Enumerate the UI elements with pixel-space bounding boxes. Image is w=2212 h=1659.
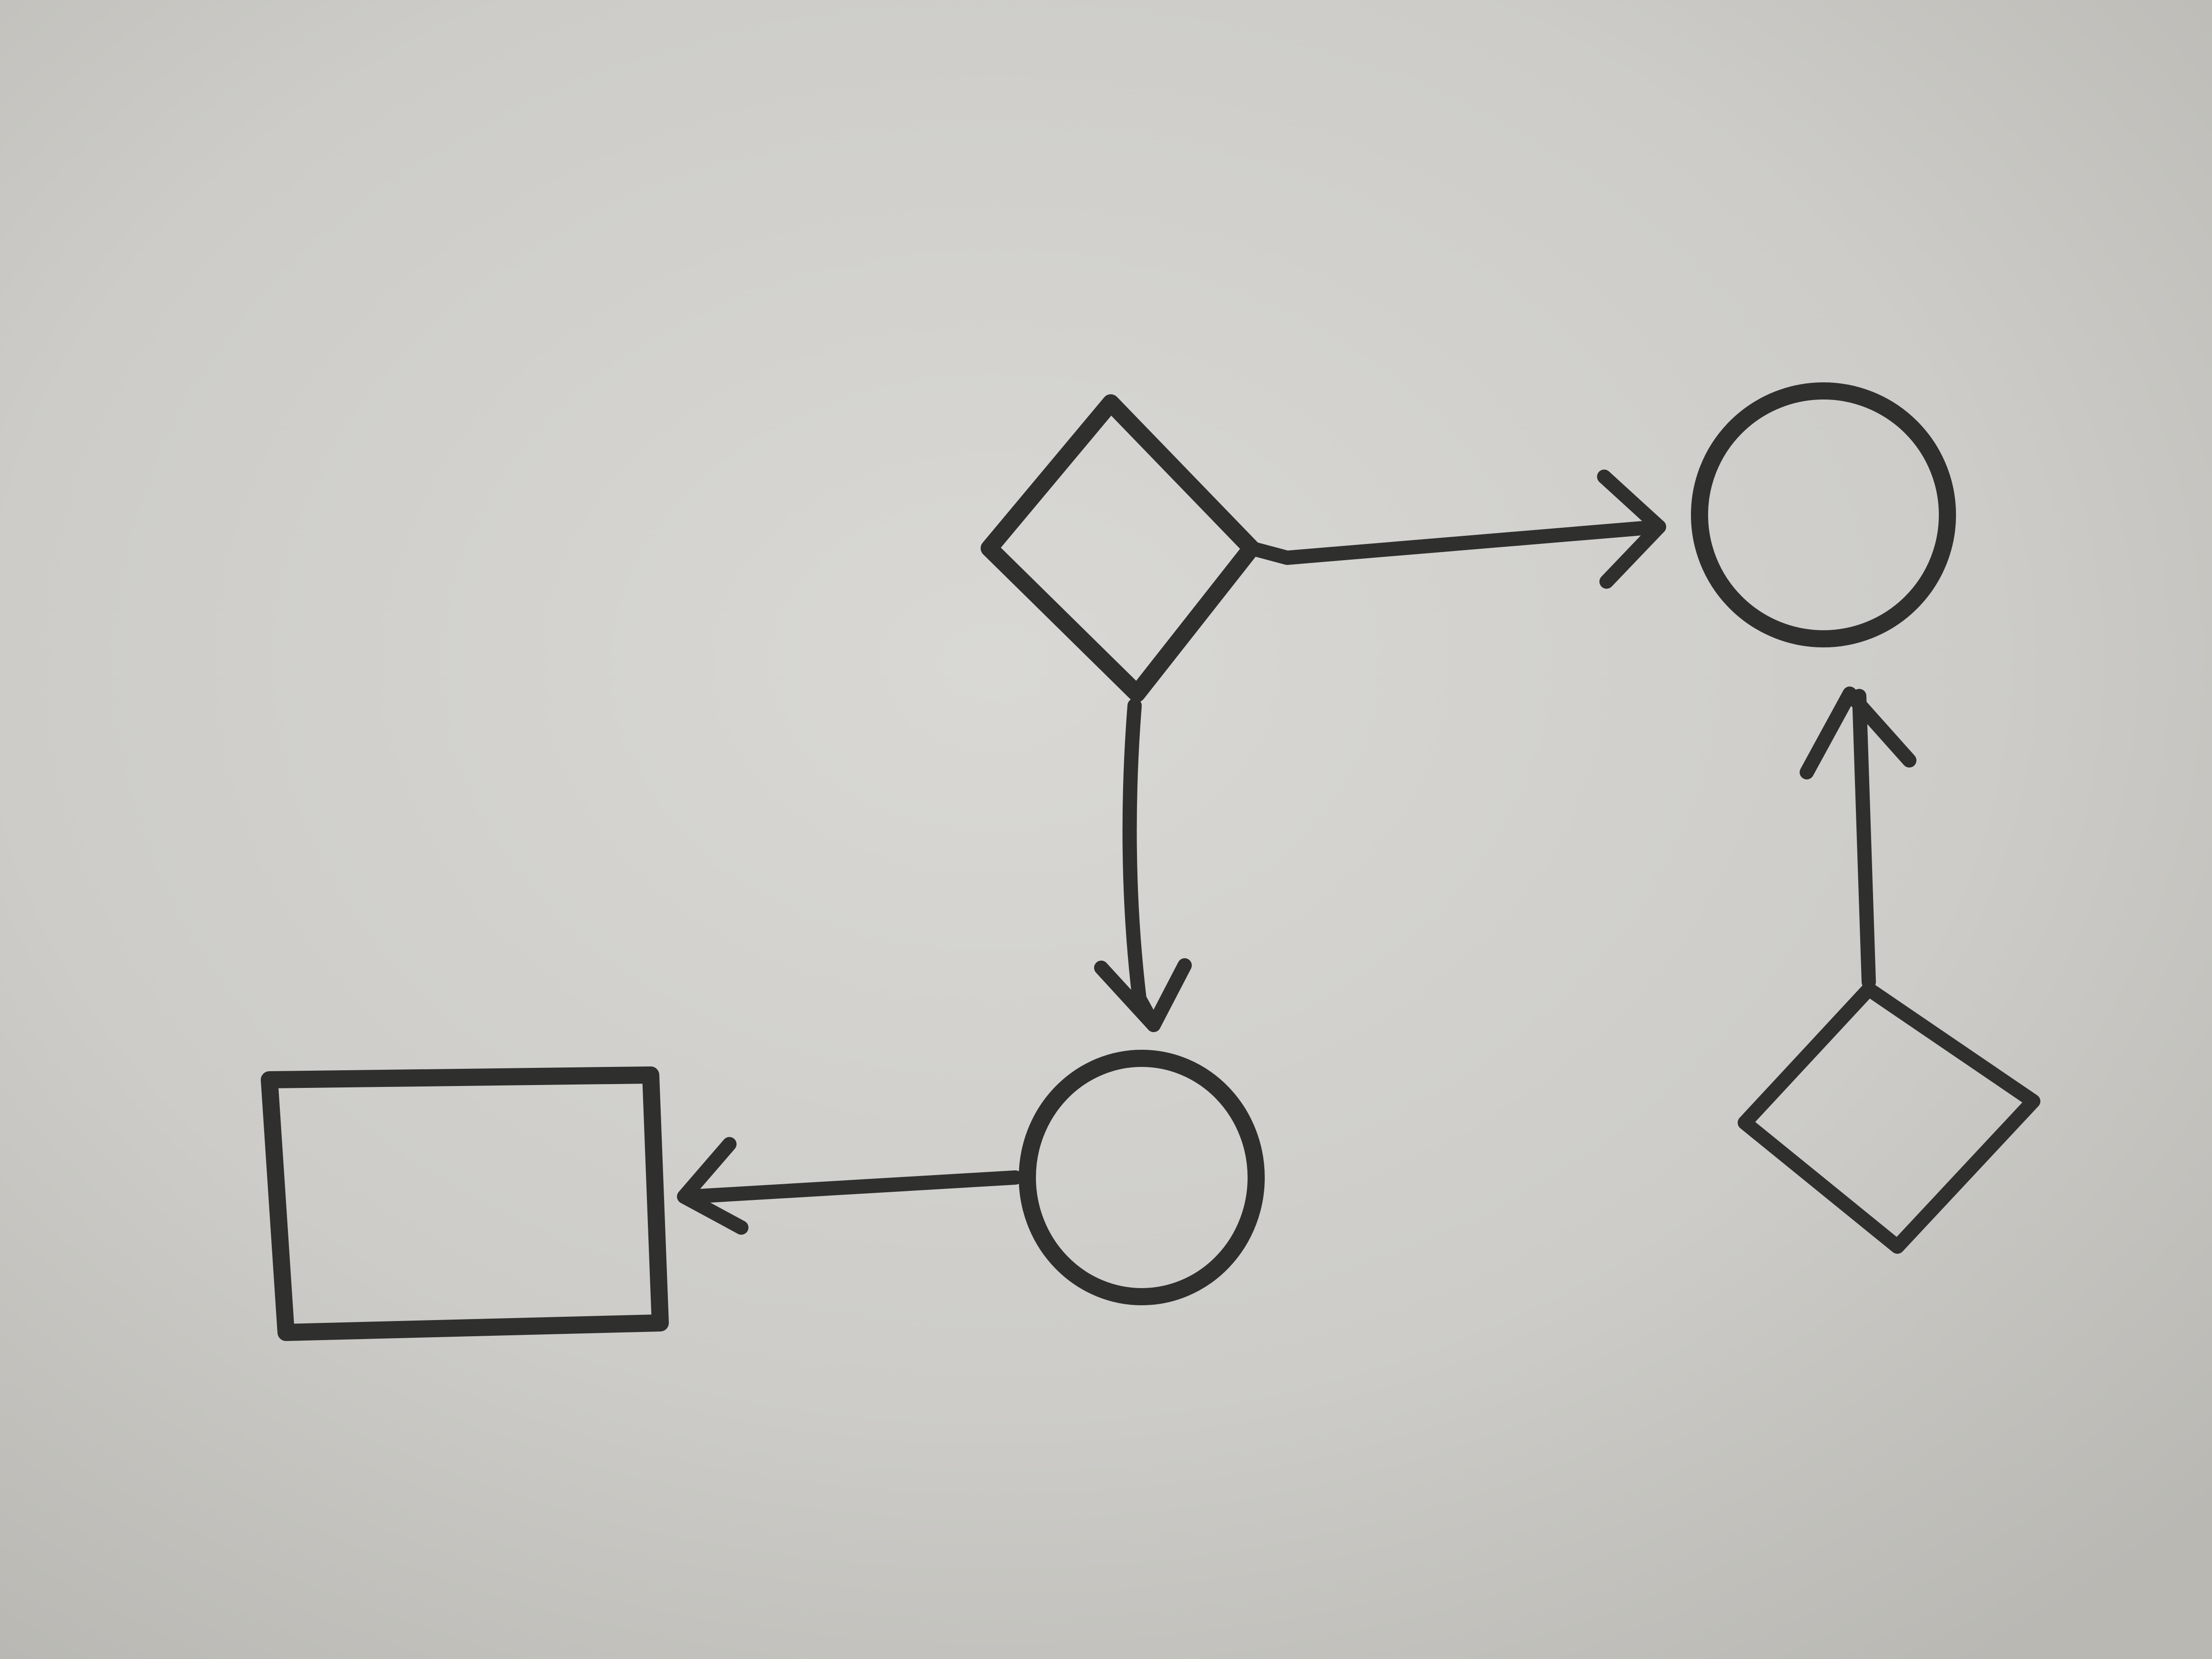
circle-bottom-middle (1019, 1050, 1265, 1305)
arrowhead-right (1597, 470, 1666, 589)
arrowhead-left (677, 1137, 748, 1235)
arrowhead-down (1094, 958, 1192, 1032)
arrow-diamond-to-circle-bottom (1122, 698, 1161, 1032)
arrow-diamond-to-circle-top-right (1244, 520, 1666, 565)
diamond-top (981, 394, 1260, 702)
arrowhead-up (1800, 686, 1916, 779)
circle-top-right (1691, 382, 1956, 647)
arrow-circle-to-rectangle (684, 1170, 1023, 1204)
diamond-bottom-right (1738, 982, 2040, 1254)
arrow-diamond-to-circle-up (1852, 689, 1876, 989)
rectangle-bottom-left (261, 1066, 669, 1341)
